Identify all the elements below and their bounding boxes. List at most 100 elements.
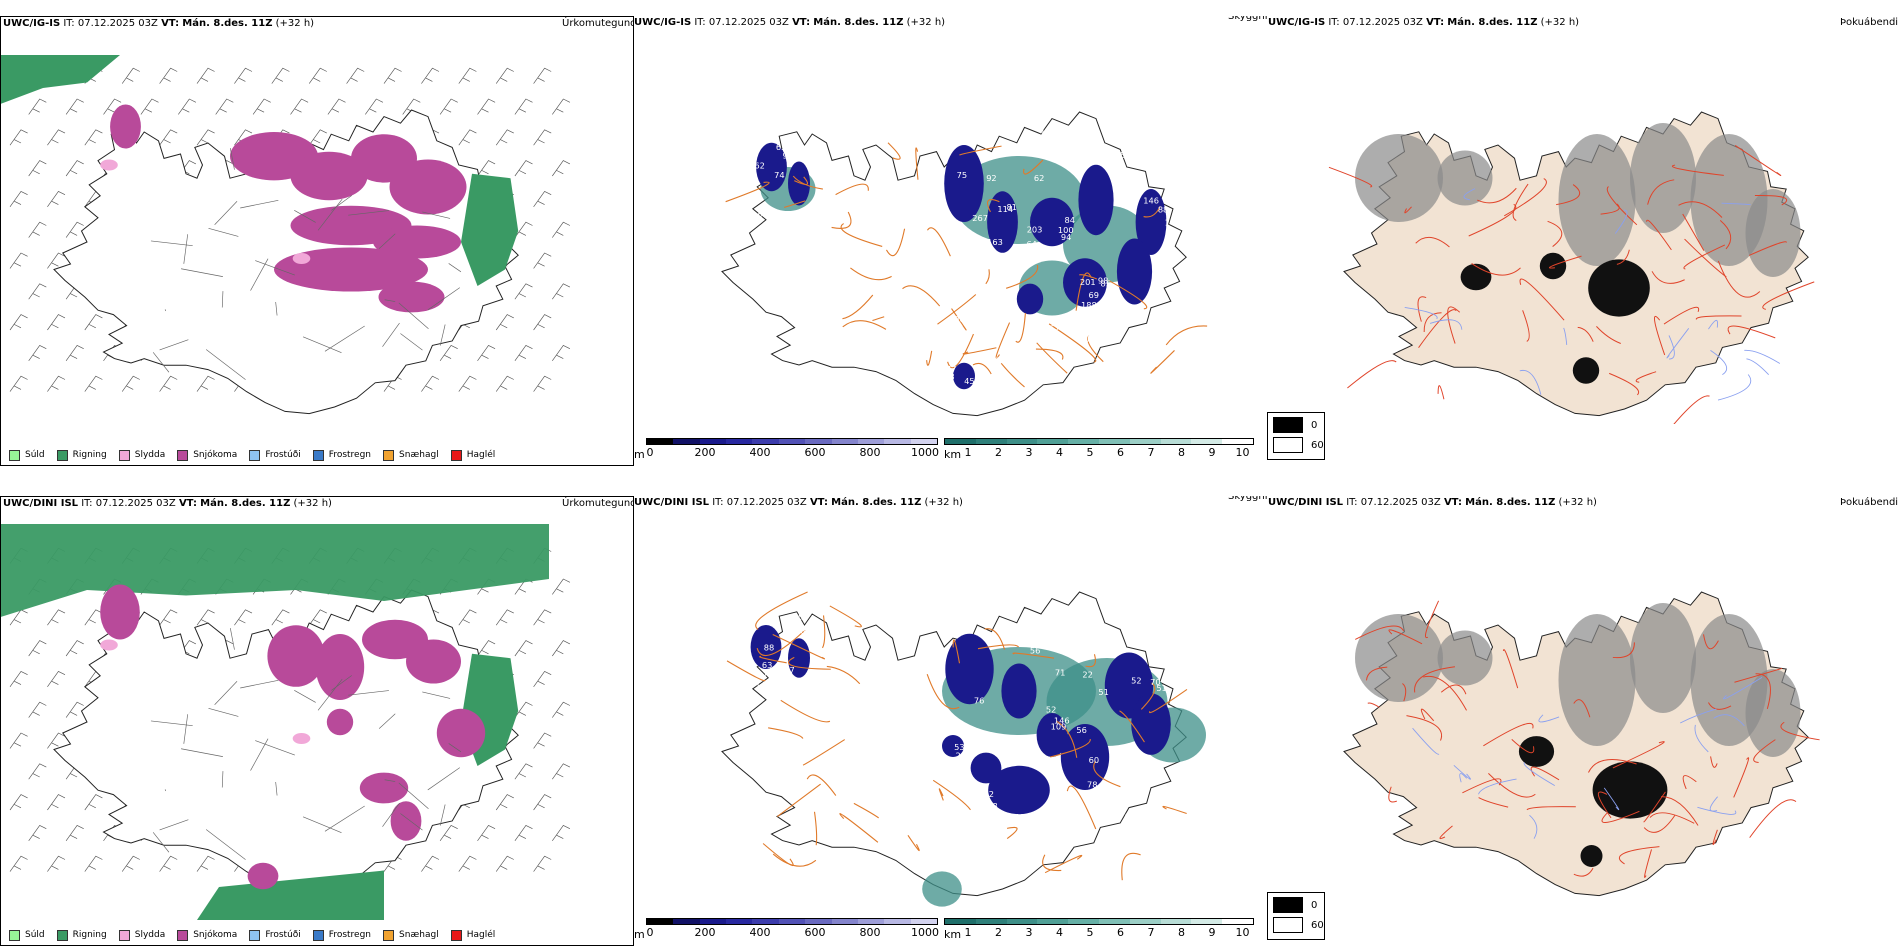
road-line [400, 333, 423, 351]
snow-area [267, 625, 325, 687]
wind-barb [552, 701, 571, 718]
precip-type-panel: UWC/DINI ISL IT: 07.12.2025 03Z VT: Mán.… [0, 496, 634, 946]
station-label: 68 [1076, 819, 1086, 829]
legend-label: Frostregn [328, 930, 372, 940]
wind-barb [159, 67, 178, 84]
station-label: 73 [1075, 617, 1086, 627]
road-line [152, 832, 170, 853]
snow-area [359, 772, 409, 804]
road-line [1512, 183, 1529, 222]
road-line [813, 811, 818, 846]
colorbar-tick: 6 [1117, 446, 1124, 459]
road-line [422, 691, 451, 699]
road-line [1006, 264, 1039, 289]
valid-label: VT: [1426, 17, 1445, 28]
wind-barb [28, 283, 47, 300]
wind-barb [514, 283, 533, 300]
road-line [926, 350, 933, 366]
station-label: 188 [1081, 300, 1097, 310]
fog-index-legend: 0 60 [1267, 892, 1325, 940]
road-line [1643, 815, 1676, 833]
station-label: 81 [1006, 202, 1017, 212]
station-label: 75 [957, 170, 968, 180]
road-line [780, 699, 831, 723]
road-line [164, 309, 166, 312]
legend-item: Snjókoma [177, 929, 237, 941]
wind-barb [514, 344, 533, 361]
cloudbase-visibility-panel: 159 62 62 74 70 61 65 91 99 81 79 57 62 84 85 75 63 140 20… [634, 16, 1270, 466]
colorbar-tick: 600 [804, 926, 826, 939]
station-label: 78 [1087, 779, 1098, 789]
model-name: UWC/DINI ISL [3, 498, 79, 509]
road-line [1415, 237, 1450, 248]
legend-label: Snæhagl [399, 930, 439, 940]
legend-item: Snjókoma [177, 449, 237, 461]
valid-label: VT: [792, 17, 811, 28]
road-line [1734, 144, 1782, 177]
station-label: 166 [1028, 334, 1044, 344]
road-line [275, 301, 278, 316]
road-line [1437, 385, 1445, 400]
road-line [842, 320, 887, 330]
road-line [205, 349, 246, 380]
station-label: 246 [956, 751, 972, 761]
colorbar-tick: 7 [1147, 446, 1155, 459]
legend-label: Snæhagl [399, 450, 439, 460]
colorbar-tick: 5 [1086, 446, 1094, 459]
river-line [1429, 319, 1463, 330]
river-line [1680, 708, 1717, 724]
road-line [1050, 738, 1091, 758]
fog-index-area [1355, 134, 1443, 222]
valid-label: VT: [178, 498, 197, 509]
wind-barb [121, 375, 140, 392]
river-line [1694, 724, 1709, 753]
road-line [1355, 625, 1405, 640]
cloudbase-area [750, 625, 782, 669]
road-line [1478, 797, 1509, 808]
fog-index-area [1630, 123, 1696, 233]
river-line [1453, 764, 1471, 780]
wind-barb [252, 98, 271, 115]
road-line [1036, 342, 1068, 374]
fog-legend-swatch [1273, 917, 1303, 933]
road-line [1644, 849, 1652, 878]
station-label: 44 [1097, 147, 1108, 157]
road-line [977, 644, 1020, 650]
legend-label: Slydda [134, 450, 166, 460]
road-line [1165, 325, 1208, 346]
cloudbase-area [988, 765, 1050, 815]
station-label: 203 [1027, 224, 1043, 234]
rain-area [1, 54, 121, 104]
road-line [887, 142, 901, 160]
valid-time: Mán. 8.des. 11Z [813, 17, 904, 28]
road-line [1402, 683, 1407, 702]
fog-dense-area [1588, 259, 1650, 317]
road-line [180, 748, 223, 757]
road-line [839, 813, 879, 843]
wind-barb [495, 67, 514, 84]
fog-index-area [1437, 150, 1493, 206]
wind-barb [439, 98, 458, 115]
road-line [275, 781, 278, 796]
wind-barb [47, 314, 66, 331]
legend-item: Snæhagl [383, 449, 439, 461]
road-line [1502, 649, 1519, 689]
road-line [952, 639, 961, 664]
lead-time: (+32 h) [924, 497, 963, 508]
wind-barb [477, 160, 496, 177]
road-line [835, 183, 869, 196]
lead-time: (+32 h) [293, 498, 332, 509]
road-line [1440, 684, 1467, 695]
wind-barb [514, 221, 533, 238]
cloudbase-area [756, 142, 787, 192]
colorbar-tick: 400 [749, 926, 771, 939]
road-line [422, 211, 451, 219]
road-line [984, 628, 1006, 650]
road-line [1000, 362, 1025, 388]
wind-barb [47, 129, 66, 146]
road-line [1066, 785, 1097, 830]
road-line [947, 333, 974, 369]
station-label: 235 [1020, 617, 1036, 627]
road-line [1347, 360, 1397, 389]
station-label: 60 [1089, 755, 1100, 765]
